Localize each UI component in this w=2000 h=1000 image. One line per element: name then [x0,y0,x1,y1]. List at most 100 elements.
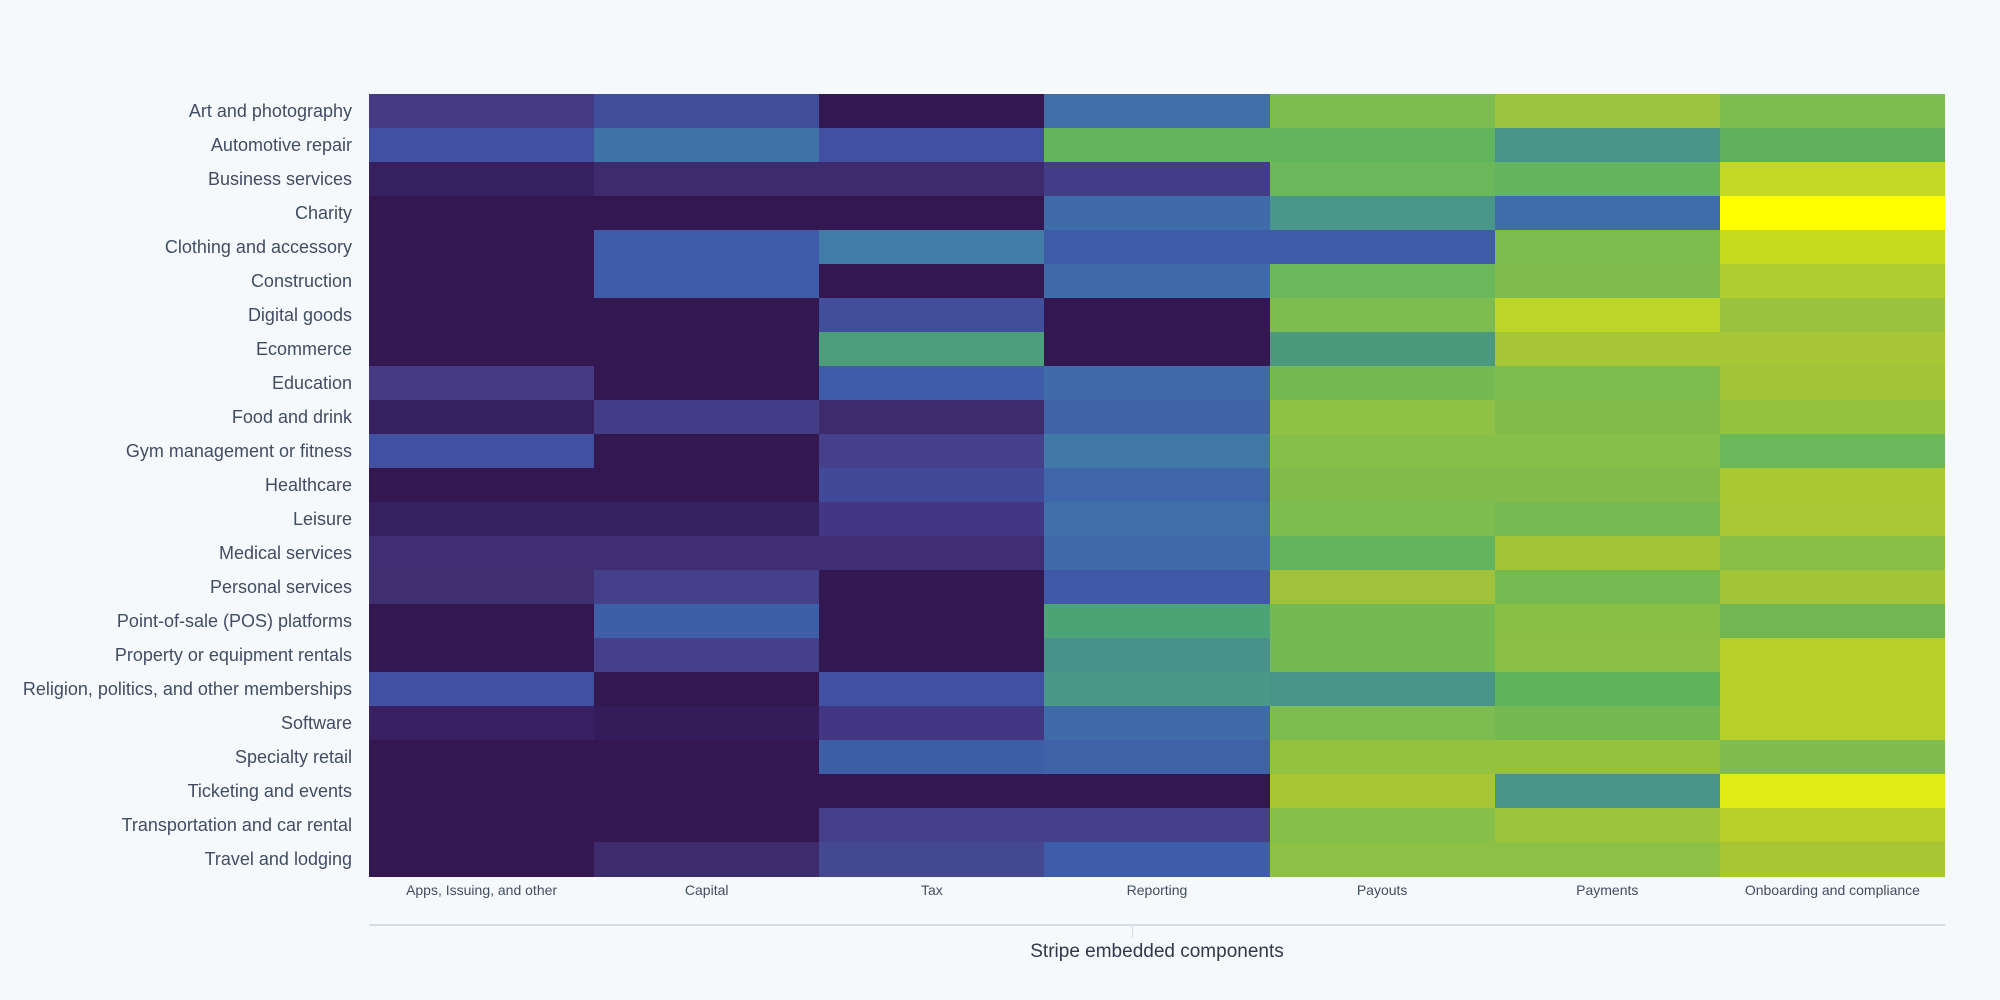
row-label: Point-of-sale (POS) platforms [116,611,352,631]
heatmap-cell [1494,842,1721,877]
heatmap-cell [369,604,595,639]
heatmap-cell [819,366,1045,401]
heatmap-cell [369,264,595,299]
heatmap-cell [1044,774,1271,809]
heatmap-cell [1044,536,1271,571]
heatmap-cell [1494,706,1721,741]
heatmap-cell [1719,672,1946,707]
heatmap-cell [1494,162,1721,197]
heatmap-cell [594,400,820,435]
row-label: Leisure [292,509,352,529]
heatmap-cell [1269,604,1496,639]
heatmap-cell [369,706,595,741]
column-label: Payments [1576,882,1639,898]
heatmap-cell [594,128,820,163]
row-label: Food and drink [231,407,352,427]
heatmap-cell [369,162,595,197]
heatmap-cell [1269,842,1496,877]
heatmap-cell [1044,94,1271,129]
heatmap-cell [1494,298,1721,333]
heatmap-cell [1044,434,1271,469]
heatmap-cell [1719,94,1946,129]
heatmap-cell [1269,468,1496,503]
heatmap-cell [819,570,1045,605]
heatmap-cell [1494,332,1721,367]
row-label: Transportation and car rental [121,815,352,835]
heatmap-cell [1494,570,1721,605]
row-label: Digital goods [247,305,352,325]
heatmap-cell [1719,298,1946,333]
heatmap-cell [1044,196,1271,231]
heatmap-cell [1044,298,1271,333]
column-label: Apps, Issuing, and other [406,882,558,898]
heatmap-cell [1719,842,1946,877]
heatmap-cell [369,196,595,231]
heatmap-cell [1719,332,1946,367]
heatmap-cell [1269,638,1496,673]
heatmap-cell [594,808,820,843]
heatmap-cell [594,94,820,129]
heatmap-cell [1719,808,1946,843]
heatmap-cell [594,638,820,673]
heatmap-cell [369,366,595,401]
heatmap-cell [819,264,1045,299]
heatmap-cell [819,162,1045,197]
heatmap-cell [594,264,820,299]
heatmap-cell [1494,740,1721,775]
heatmap-cell [369,332,595,367]
heatmap-cell [1269,94,1496,129]
heatmap-cell [819,298,1045,333]
heatmap-cell [819,400,1045,435]
heatmap-cell [819,94,1045,129]
row-label: Ecommerce [255,339,352,359]
heatmap-cell [1494,468,1721,503]
heatmap-cell [594,298,820,333]
heatmap-cell [1269,672,1496,707]
heatmap-cell [1044,570,1271,605]
heatmap-cell [819,808,1045,843]
heatmap-cell [594,332,820,367]
heatmap-cell [594,570,820,605]
heatmap-grid [369,94,1946,877]
heatmap-cell [1044,128,1271,163]
heatmap-cell [1719,264,1946,299]
heatmap-cell [1719,570,1946,605]
heatmap-cell [819,842,1045,877]
heatmap-cell [1269,298,1496,333]
heatmap-cell [1494,128,1721,163]
heatmap-cell [1719,638,1946,673]
heatmap-cell [819,468,1045,503]
heatmap-cell [1494,94,1721,129]
heatmap-cell [1494,604,1721,639]
heatmap-cell [1269,808,1496,843]
heatmap-cell [1719,162,1946,197]
heatmap-cell [819,604,1045,639]
row-label: Clothing and accessory [164,237,352,257]
row-label: Automotive repair [210,135,352,155]
row-label: Religion, politics, and other membership… [22,679,352,699]
heatmap-cell [1044,332,1271,367]
x-axis-title: Stripe embedded components [1030,941,1284,962]
heatmap-cell [1269,774,1496,809]
row-label: Ticketing and events [187,781,352,801]
heatmap-cell [1269,400,1496,435]
heatmap-cell [1719,536,1946,571]
column-label: Tax [920,882,943,898]
heatmap-cell [1269,128,1496,163]
heatmap-cell [1494,672,1721,707]
heatmap-cell [594,230,820,265]
heatmap-cell [1494,536,1721,571]
heatmap-cell [594,706,820,741]
heatmap-cell [369,298,595,333]
heatmap-cell [369,434,595,469]
heatmap-cell [1269,570,1496,605]
heatmap-cell [1044,230,1271,265]
heatmap-cell [369,502,595,537]
heatmap-cell [819,434,1045,469]
heatmap-cell [1044,162,1271,197]
heatmap-cell [594,536,820,571]
heatmap-cell [369,94,595,129]
row-label: Travel and lodging [204,849,352,869]
heatmap-cell [1269,162,1496,197]
column-label: Capital [684,882,729,898]
